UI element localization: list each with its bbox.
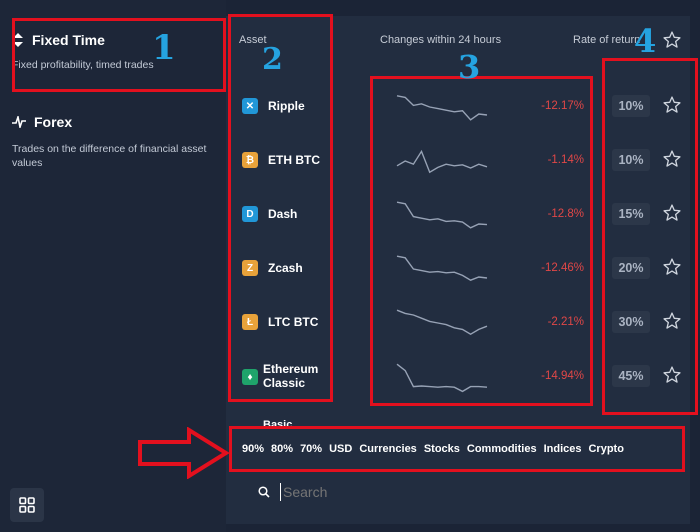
change-value: -2.21% <box>547 316 584 328</box>
ripple-coin-icon: ✕ <box>242 98 258 114</box>
asset-name: LTC BTC <box>268 315 319 329</box>
zcash-coin-glyph: Z <box>246 262 254 274</box>
annotation-box-1 <box>12 18 226 92</box>
header-changes: Changes within 24 hours <box>380 34 502 46</box>
sparkline-chart <box>396 309 488 336</box>
annotation-number-2: 2 <box>262 42 283 77</box>
favorite-star-icon[interactable] <box>662 365 682 385</box>
grid-icon <box>19 497 35 513</box>
mode-forex-label: Forex <box>34 114 73 130</box>
filter-bar: 90% 80% 70% USD Currencies Stocks Commod… <box>242 443 624 455</box>
ltc-btc-coin-icon: Ł <box>242 314 258 330</box>
sparkline-chart <box>396 95 488 121</box>
filter-currencies[interactable]: Currencies <box>359 443 417 455</box>
mode-fixed-time[interactable]: Fixed Time Fixed profitability, timed tr… <box>12 32 224 72</box>
favorite-star-icon[interactable] <box>662 203 682 223</box>
filter-80[interactable]: 80% <box>271 443 294 455</box>
change-value: -12.17% <box>541 100 584 112</box>
ltc-btc-coin-glyph: Ł <box>246 316 254 328</box>
mode-forex-title-row: Forex <box>12 114 224 130</box>
favorite-star-icon[interactable] <box>662 95 682 115</box>
grid-menu-button[interactable] <box>10 488 44 522</box>
favorite-star-icon[interactable] <box>662 311 682 331</box>
change-value: -12.46% <box>541 262 584 274</box>
annotation-box-3 <box>370 76 593 406</box>
asset-name: Zcash <box>268 261 303 275</box>
favorites-header-star-icon[interactable] <box>662 30 682 50</box>
rate-badge: 45% <box>612 365 650 387</box>
asset-name: Ripple <box>268 99 305 113</box>
sparkline-chart <box>396 363 488 393</box>
search-bar <box>258 478 674 506</box>
filter-stocks[interactable]: Stocks <box>423 443 460 455</box>
sidebar: Fixed Time Fixed profitability, timed tr… <box>0 0 226 532</box>
header-rate: Rate of return <box>573 34 641 46</box>
change-value: -14.94% <box>541 370 584 382</box>
filter-commodities[interactable]: Commodities <box>466 443 537 455</box>
change-value: -12.8% <box>547 208 584 220</box>
sparkline-chart <box>396 201 488 229</box>
annotation-number-1: 1 <box>152 28 176 68</box>
ripple-coin-glyph: ✕ <box>245 100 255 112</box>
table-row[interactable]: Z Zcash -12.46% 20% <box>226 241 690 294</box>
mode-fixed-time-desc: Fixed profitability, timed trades <box>12 59 154 71</box>
table-row[interactable]: ₿ ETH BTC -1.14% 10% <box>226 133 690 186</box>
eth-btc-coin-icon: ₿ <box>242 152 258 168</box>
filter-90[interactable]: 90% <box>242 443 265 455</box>
asset-name: Dash <box>268 207 298 221</box>
dash-coin-glyph: D <box>246 208 254 220</box>
ethereum-classic-coin-glyph: ♦ <box>247 371 253 383</box>
table-row[interactable]: ♦ Ethereum Classic -14.94% 45% <box>226 349 690 402</box>
sparkline-chart <box>396 149 488 174</box>
asset-name: ETH BTC <box>268 153 320 167</box>
annotation-box-5 <box>229 426 685 472</box>
mode-forex-desc: Trades on the difference of financial as… <box>12 143 207 169</box>
search-icon <box>258 486 270 498</box>
annotation-number-4: 4 <box>634 22 657 60</box>
right-arrow-icon <box>138 427 229 479</box>
annotation-box-2 <box>228 14 333 402</box>
change-value: -1.14% <box>547 154 584 166</box>
rate-badge: 20% <box>612 257 650 279</box>
mode-fixed-time-label: Fixed Time <box>32 32 105 48</box>
eth-btc-coin-glyph: ₿ <box>245 154 255 166</box>
zcash-coin-icon: Z <box>242 260 258 276</box>
rate-badge: 10% <box>612 149 650 171</box>
filter-indices[interactable]: Indices <box>543 443 582 455</box>
filter-usd[interactable]: USD <box>329 443 353 455</box>
asset-panel: Asset Changes within 24 hours Rate of re… <box>226 16 690 524</box>
dash-coin-icon: D <box>242 206 258 222</box>
table-row[interactable]: ✕ Ripple -12.17% 10% <box>226 79 690 132</box>
mode-fixed-time-title-row: Fixed Time <box>12 32 224 48</box>
rate-badge: 10% <box>612 95 650 117</box>
annotation-box-4 <box>602 58 698 415</box>
filter-crypto[interactable]: Crypto <box>588 443 624 455</box>
table-row[interactable]: Ł LTC BTC -2.21% 30% <box>226 295 690 348</box>
search-input[interactable] <box>280 483 585 501</box>
rate-badge: 30% <box>612 311 650 333</box>
mode-forex[interactable]: Forex Trades on the difference of financ… <box>12 114 224 170</box>
zigzag-icon <box>12 116 26 128</box>
filter-70[interactable]: 70% <box>300 443 323 455</box>
header-asset: Asset <box>239 34 267 46</box>
up-down-arrows-icon <box>13 33 23 47</box>
partial-asset-name[interactable]: Basic <box>263 419 293 428</box>
rate-badge: 15% <box>612 203 650 225</box>
annotation-number-3: 3 <box>458 48 481 86</box>
asset-name: Ethereum Classic <box>263 362 319 390</box>
favorite-star-icon[interactable] <box>662 257 682 277</box>
favorite-star-icon[interactable] <box>662 149 682 169</box>
sparkline-chart <box>396 255 488 281</box>
table-row[interactable]: D Dash -12.8% 15% <box>226 187 690 240</box>
ethereum-classic-coin-icon: ♦ <box>242 369 258 385</box>
